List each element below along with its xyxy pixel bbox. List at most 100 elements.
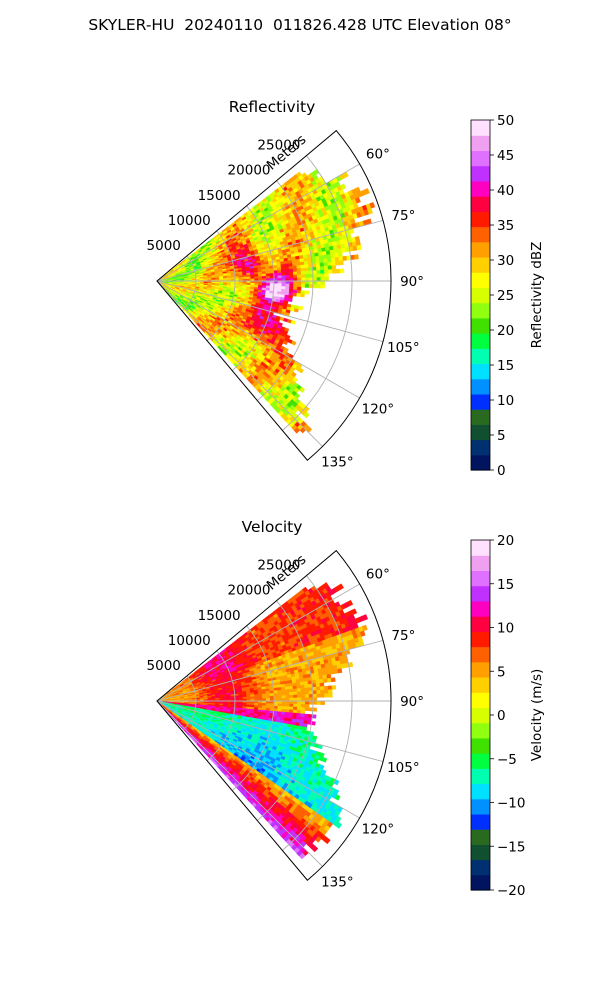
colorbar-tick-label: 45 [497,148,514,164]
colorbar-tick-label: 10 [497,393,514,409]
colorbar-tick-label: −10 [497,796,526,812]
colorbar-swatch [471,256,490,273]
colorbar-tick-label: 0 [497,708,506,724]
radial-tick-label: 25000 [257,138,300,154]
colorbar-tick-label: 15 [497,577,514,593]
colorbar-swatch [471,165,490,182]
colorbar-tick-label: 25 [497,288,514,304]
radial-tick-label: 5000 [147,238,181,254]
panel-title: Reflectivity [229,98,316,116]
azimuth-gridline [156,280,323,447]
colorbar-swatch [471,616,490,632]
colorbar-swatch [471,226,490,243]
colorbar-label: Velocity (m/s) [529,669,545,762]
radar-field [159,582,369,860]
colorbar-tick-label: 20 [497,323,514,339]
colorbar-swatch [471,555,490,572]
reflectivity-panel: 5000 10000 15000 20000 25000 60° 75° 90° 105° 120… [147,98,545,479]
azimuth-gridline [156,640,384,702]
colorbar-tick-label: −5 [497,752,517,768]
panel-title: Velocity [242,518,303,536]
azimuth-gridline [156,700,384,762]
range-ring [206,650,236,762]
colorbar-tick-label: 35 [497,218,514,234]
colorbar-tick-label: 20 [497,533,514,549]
azimuth-tick-label: 105° [387,340,420,356]
colorbar-tick-label: 5 [497,428,506,444]
azimuth-tick-label: 120° [362,402,395,418]
colorbar-swatch [471,135,490,152]
colorbar-swatch [471,317,490,334]
radial-tick-label: 10000 [168,213,211,229]
colorbar-swatch [471,378,490,395]
radial-tick-label: 20000 [228,583,271,599]
azimuth-tick-label: 105° [387,760,420,776]
colorbar-swatch [471,570,490,587]
colorbar-swatch [471,454,490,471]
colorbar-tick-label: 15 [497,358,514,374]
colorbar-swatch [471,737,490,754]
range-ring [282,575,353,851]
colorbar-swatch [471,844,490,861]
colorbar-swatch [471,798,490,815]
colorbar-swatch [471,692,490,708]
colorbar-swatch [471,859,490,876]
colorbar-swatch [471,287,490,304]
range-ring [256,600,314,821]
azimuth-gridline [156,700,323,867]
range-ring [206,230,236,342]
azimuth-tick-label: 60° [366,566,390,582]
azimuth-tick-label: 75° [391,628,415,644]
azimuth-tick-label: 75° [391,208,415,224]
colorbar-swatch [471,180,490,197]
radial-tick-label: 25000 [257,558,300,574]
colorbar-swatch [471,585,490,602]
azimuth-tick-label: 135° [321,454,354,470]
radial-tick-label: 10000 [168,633,211,649]
colorbar-tick-label: −20 [497,883,526,899]
range-ring [231,625,275,791]
colorbar-swatch [471,676,490,693]
azimuth-gridline [156,280,384,342]
colorbar-swatch [471,424,490,441]
colorbar-swatch [471,363,490,380]
colorbar-swatch [471,272,490,288]
colorbar-swatch [471,241,490,258]
colorbar-swatch [471,753,490,769]
colorbar-swatch [471,439,490,456]
azimuth-tick-label: 120° [362,822,395,838]
range-ring [256,180,314,401]
radial-tick-label: 15000 [198,608,241,624]
figure-title: SKYLER-HU 20240110 011826.428 UTC Elevat… [88,16,512,34]
azimuth-tick-label: 90° [400,694,424,710]
colorbar-swatch [471,333,490,349]
colorbar-tick-label: 40 [497,183,514,199]
colorbar-swatch [471,783,490,800]
radial-tick-label: 15000 [198,188,241,204]
colorbar-label: Reflectivity dBZ [529,242,545,349]
colorbar-tick-label: 10 [497,621,514,637]
velocity-panel: 5000 10000 15000 20000 25000 60° 75° 90° 105° 120… [147,518,545,899]
azimuth-tick-label: 135° [321,874,354,890]
azimuth-gridline [156,220,384,282]
colorbar-swatch [471,600,490,617]
colorbar-swatch [471,302,490,319]
azimuth-gridline [156,163,360,282]
azimuth-tick-label: 60° [366,146,390,162]
colorbar-swatch [471,409,490,425]
colorbar-swatch [471,722,490,739]
colorbar-tick-label: −15 [497,839,526,855]
colorbar-tick-label: 0 [497,463,506,479]
colorbar-tick-label: 30 [497,253,514,269]
colorbar-swatch [471,661,490,678]
azimuth-gridline [156,280,360,399]
colorbar-swatch [471,120,490,136]
colorbar-swatch [471,196,490,212]
colorbar-swatch [471,646,490,663]
azimuth-gridline [156,700,360,819]
colorbar-swatch [471,540,490,556]
sector-frame [156,549,392,881]
range-ring [231,205,275,371]
colorbar-swatch [471,348,490,365]
colorbar-swatch [471,150,490,167]
